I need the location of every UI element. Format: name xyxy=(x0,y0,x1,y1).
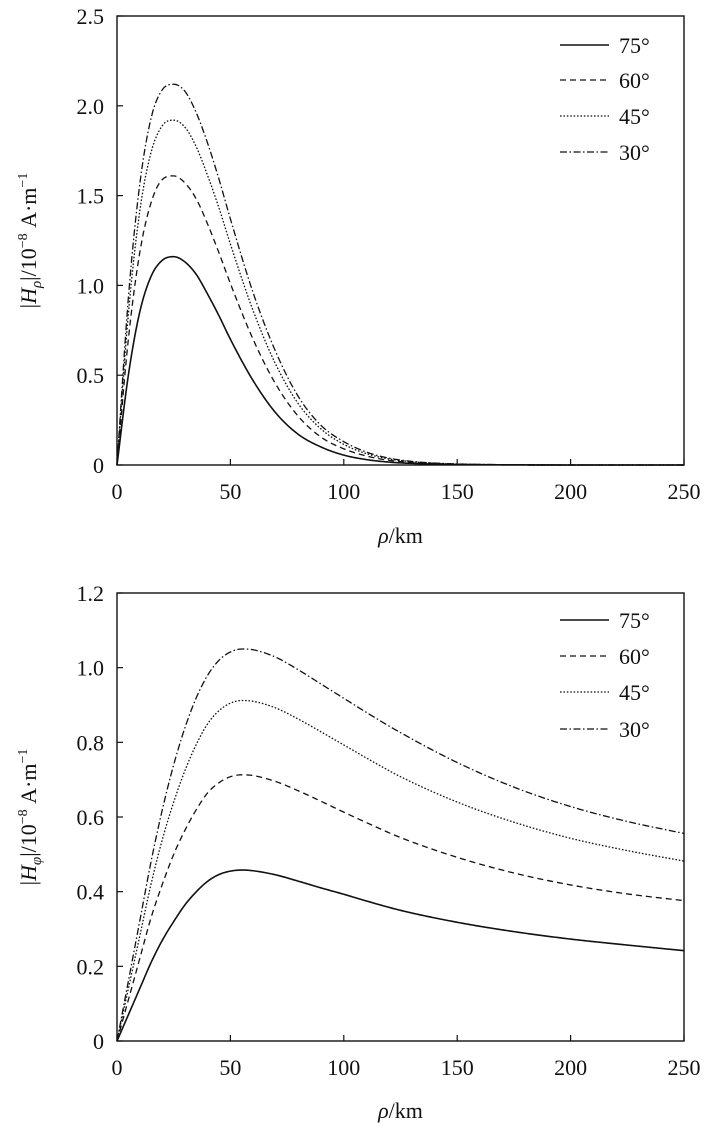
x-tick-label: 0 xyxy=(112,479,123,504)
y-axis-title: |Hφ|/10−8 A·m−1 xyxy=(16,749,45,886)
series-line-75-deg xyxy=(116,869,685,1042)
series-line-60-deg xyxy=(116,175,684,466)
series-line-45-deg xyxy=(116,699,685,1042)
x-tick-label: 150 xyxy=(441,1055,474,1080)
y-tick-label: 1.0 xyxy=(77,656,105,681)
y-tick-label: 1.5 xyxy=(77,184,105,209)
y-tick-label: 0.2 xyxy=(77,954,105,979)
series-line-60-deg xyxy=(116,774,685,1042)
x-tick-label: 50 xyxy=(219,1055,241,1080)
x-tick-label: 150 xyxy=(441,479,474,504)
legend-label-75-deg: 75° xyxy=(619,608,650,633)
plot-frame xyxy=(116,15,685,466)
y-tick-label: 0.8 xyxy=(77,730,105,755)
legend: 75° 60° 45° 30° xyxy=(560,608,650,742)
plot-frame xyxy=(116,592,685,1042)
x-tick-label: 50 xyxy=(219,479,241,504)
y-axis-title: |Hρ|/10−8 A·m−1 xyxy=(16,173,45,309)
x-tick-label: 100 xyxy=(327,479,360,504)
legend-label-60-deg: 60° xyxy=(619,68,650,93)
series-line-30-deg xyxy=(116,83,684,466)
chart-panel-1: 0 50 100 150 200 250 0 0.5 1.0 1.5 2.0 2.5 ρ/km |Hρ|/… xyxy=(16,4,701,548)
y-tick-label: 0 xyxy=(93,453,104,478)
y-tick-label: 0 xyxy=(93,1029,104,1054)
y-tick-label: 2.5 xyxy=(77,4,105,29)
series-line-45-deg xyxy=(116,119,684,466)
x-tick-label: 200 xyxy=(554,1055,587,1080)
series-line-30-deg xyxy=(116,648,685,1042)
x-tick-label: 100 xyxy=(327,1055,360,1080)
y-tick-label: 1.0 xyxy=(77,273,105,298)
y-tick-label: 1.2 xyxy=(77,581,105,606)
y-tick-label: 0.4 xyxy=(77,880,105,905)
legend: 75° 60° 45° 30° xyxy=(560,33,650,165)
y-tick-label: 0.6 xyxy=(77,805,105,830)
legend-label-75-deg: 75° xyxy=(619,33,650,58)
legend-label-45-deg: 45° xyxy=(619,104,650,129)
x-tick-label: 0 xyxy=(112,1055,123,1080)
x-tick-label: 250 xyxy=(668,479,701,504)
legend-label-30-deg: 30° xyxy=(619,717,650,742)
x-tick-label: 200 xyxy=(554,479,587,504)
legend-label-30-deg: 30° xyxy=(619,140,650,165)
x-axis-title: ρ/km xyxy=(377,523,423,548)
x-axis-title: ρ/km xyxy=(377,1098,423,1123)
y-tick-label: 2.0 xyxy=(77,94,105,119)
chart-panel-2: 0 50 100 150 200 250 0 0.2 0.4 0.6 0.8 1.0 1.2 ρ/km |H… xyxy=(16,581,701,1123)
legend-label-60-deg: 60° xyxy=(619,644,650,669)
x-tick-label: 250 xyxy=(668,1055,701,1080)
series-line-75-deg xyxy=(116,255,684,466)
legend-label-45-deg: 45° xyxy=(619,680,650,705)
y-tick-label: 0.5 xyxy=(77,363,105,388)
